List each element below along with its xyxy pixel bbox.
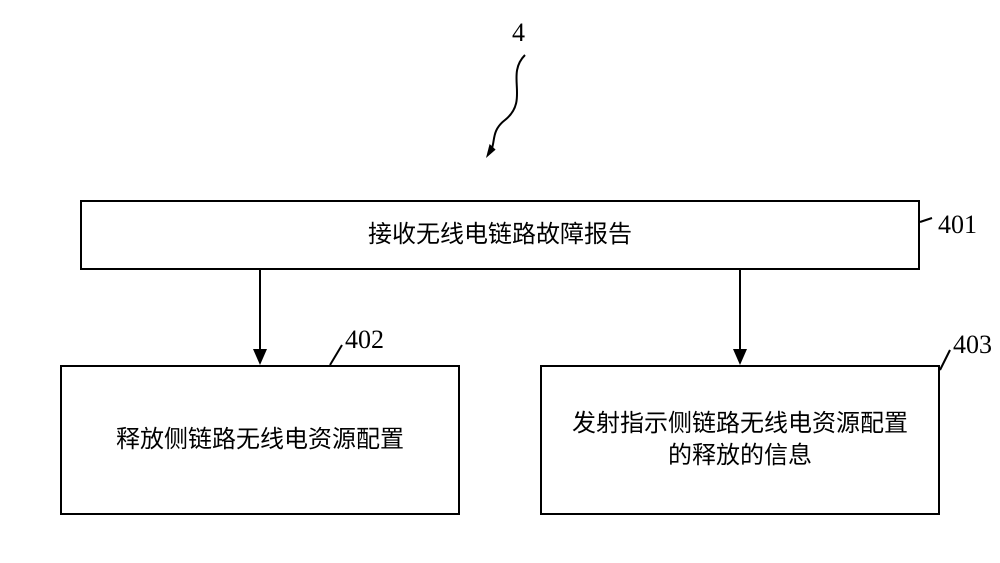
diagram-canvas: 4 接收无线电链路故障报告 401 释放侧链路无线电资源配置 402 发射指示侧…: [0, 0, 1000, 563]
node-402: 释放侧链路无线电资源配置: [60, 365, 460, 515]
node-403-label: 403: [953, 330, 992, 360]
node-401-label: 401: [938, 210, 977, 240]
diagram-reference-label: 4: [512, 18, 525, 48]
node-402-label: 402: [345, 325, 384, 355]
node-403: 发射指示侧链路无线电资源配置 的释放的信息: [540, 365, 940, 515]
node-401: 接收无线电链路故障报告: [80, 200, 920, 270]
